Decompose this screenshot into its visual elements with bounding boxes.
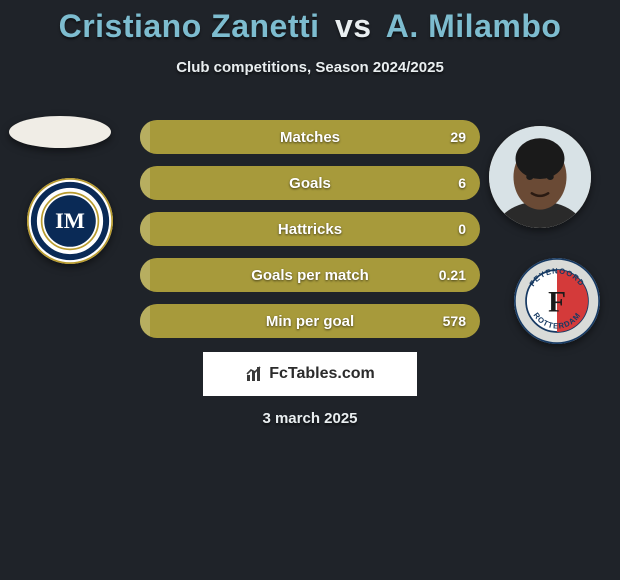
stat-right-value: 6: [458, 175, 466, 191]
club1-badge: IM: [27, 178, 113, 264]
stat-label: Hattricks: [140, 221, 480, 238]
source-badge: FcTables.com: [203, 352, 417, 396]
player2-avatar: [489, 126, 591, 228]
stat-right-value: 29: [450, 129, 466, 145]
stat-bars: Matches29 Goals6 Hattricks0 Goals per match…: [140, 120, 480, 350]
comparison-title: Cristiano Zanetti vs A. Milambo: [0, 0, 620, 45]
player1-avatar: [9, 116, 111, 148]
subtitle: Club competitions, Season 2024/2025: [0, 59, 620, 76]
stat-right-value: 0: [458, 221, 466, 237]
stat-label: Goals per match: [140, 267, 480, 284]
snapshot-date: 3 march 2025: [0, 410, 620, 427]
stat-right-value: 578: [443, 313, 466, 329]
stat-label: Min per goal: [140, 313, 480, 330]
club2-monogram: F: [548, 286, 566, 318]
player1-name: Cristiano Zanetti: [59, 8, 320, 44]
stat-row: Goals6: [140, 166, 480, 200]
stat-label: Goals: [140, 175, 480, 192]
player2-name: A. Milambo: [386, 8, 562, 44]
stat-right-value: 0.21: [439, 267, 466, 283]
stat-row: Goals per match0.21: [140, 258, 480, 292]
chart-icon: [245, 365, 263, 383]
stat-row: Hattricks0: [140, 212, 480, 246]
source-text: FcTables.com: [269, 365, 375, 383]
club2-badge: FEYENOORD ROTTERDAM F: [514, 258, 600, 344]
stat-row: Matches29: [140, 120, 480, 154]
vs-text: vs: [335, 8, 372, 44]
club1-monogram: IM: [55, 208, 85, 233]
stat-row: Min per goal578: [140, 304, 480, 338]
stat-label: Matches: [140, 129, 480, 146]
